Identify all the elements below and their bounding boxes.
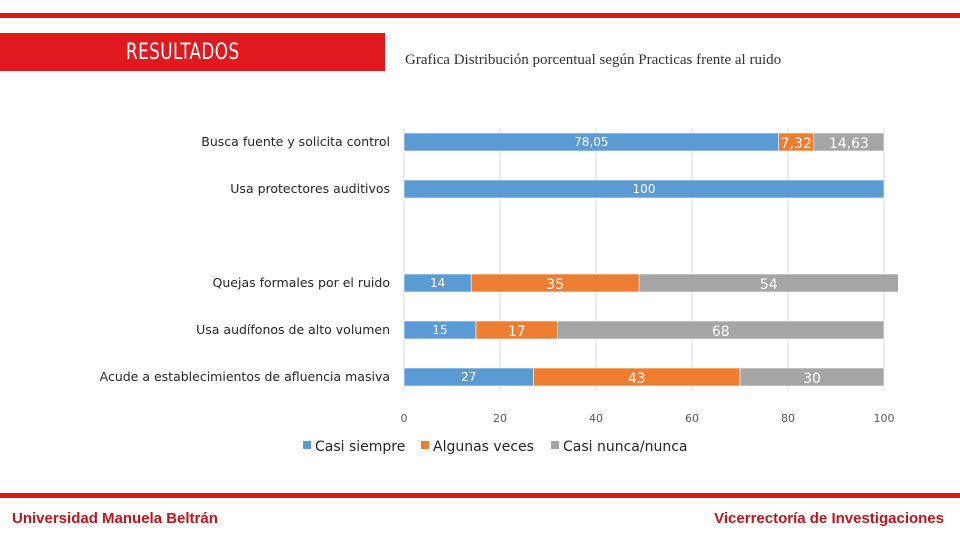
legend-label: Casi siempre [315, 439, 405, 455]
data-label: 30 [803, 371, 821, 387]
legend-swatch [551, 441, 559, 449]
section-title: RESULTADOS [126, 40, 240, 65]
bar-casi-nunca-nunca [813, 132, 885, 152]
bar-casi-nunca-nunca [638, 273, 899, 293]
bar-casi-nunca-nunca [557, 320, 885, 340]
data-label: 7,32 [781, 136, 812, 152]
category-label: Usa audífonos de alto volumen [196, 322, 390, 337]
legend-label: Algunas veces [433, 439, 534, 455]
x-tick-label: 80 [781, 412, 795, 425]
bar-casi-siempre [403, 179, 885, 199]
category-label: Acude a establecimientos de afluencia ma… [100, 369, 390, 384]
x-tick-label: 60 [685, 412, 699, 425]
category-label: Busca fuente y solicita control [201, 134, 390, 149]
category-label: Quejas formales por el ruido [213, 275, 390, 290]
data-label: 14,63 [829, 136, 869, 152]
section-banner [0, 33, 385, 71]
legend-swatch [421, 441, 429, 449]
data-label: 54 [760, 277, 778, 293]
data-label: 68 [712, 324, 730, 340]
chart-title: Grafica Distribución porcentual según Pr… [405, 52, 782, 68]
category-label: Usa protectores auditivos [230, 181, 390, 196]
bottom-rule [0, 493, 960, 498]
footer-department: Vicerrectoría de Investigaciones [714, 510, 944, 527]
x-tick-label: 100 [874, 412, 895, 425]
data-label: 35 [546, 277, 564, 293]
data-label: 43 [628, 371, 646, 387]
data-label: 14 [430, 276, 445, 290]
bar-casi-nunca-nunca [739, 367, 885, 387]
legend-swatch [303, 441, 311, 449]
data-label: 27 [461, 370, 476, 384]
top-rule [0, 13, 960, 18]
data-label: 17 [508, 324, 526, 340]
legend-label: Casi nunca/nunca [563, 439, 688, 455]
x-tick-label: 20 [493, 412, 507, 425]
data-label: 100 [633, 182, 656, 196]
x-tick-label: 0 [401, 412, 408, 425]
data-label: 15 [432, 323, 447, 337]
x-tick-label: 40 [589, 412, 603, 425]
data-label: 78,05 [574, 135, 608, 149]
footer-university: Universidad Manuela Beltrán [12, 510, 218, 527]
